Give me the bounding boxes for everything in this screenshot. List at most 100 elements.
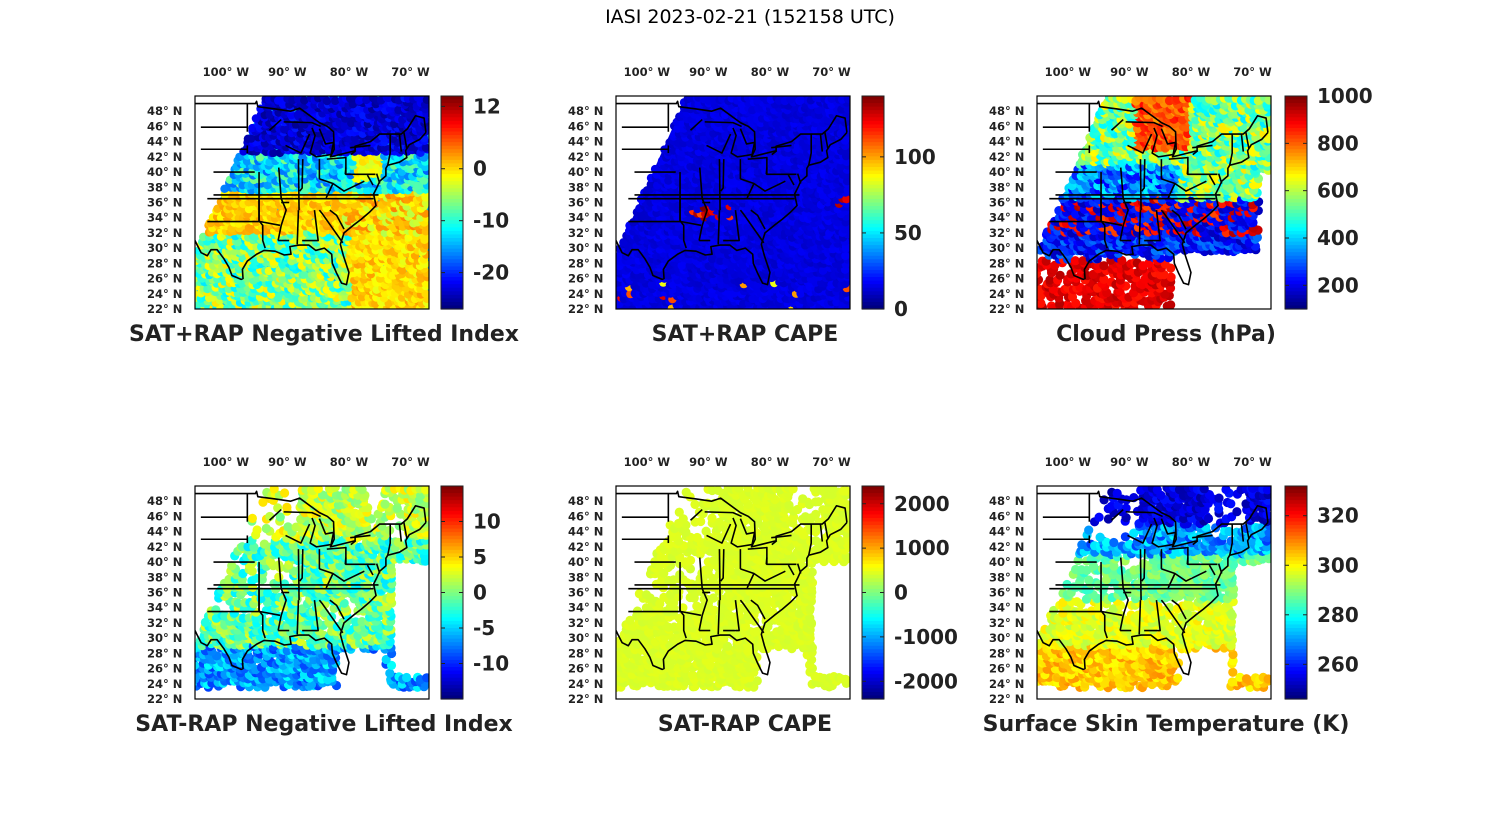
lat-tick-label: 40° N (147, 165, 182, 179)
lat-tick-label: 46° N (147, 119, 182, 133)
lat-tick-label: 26° N (568, 272, 603, 286)
lat-tick-label: 44° N (147, 135, 182, 149)
lat-tick-label: 48° N (568, 494, 603, 508)
lat-tick-label: 34° N (147, 601, 182, 615)
lat-tick-label: 28° N (989, 646, 1024, 660)
lat-tick-label: 44° N (568, 525, 603, 539)
lon-tick-label: 70° W (391, 455, 430, 469)
map-panel-sat-minus-rap-neg-lifted-index: 100° W 90° W 80° W 70° W 22° N24° N26° N 28° … (135, 455, 512, 737)
colorbar-tick-label: 0 (894, 581, 908, 605)
map-panel-sat-rap-neg-lifted-index: 100° W 90° W 80° W 70° W 22° N24° N26° N 28° … (129, 65, 519, 347)
lat-tick-label: 26° N (568, 662, 603, 676)
lat-tick-label: 36° N (568, 196, 603, 210)
lat-tick-label: 48° N (989, 104, 1024, 118)
lon-tick-label: 100° W (1045, 455, 1092, 469)
lat-tick-label: 24° N (147, 287, 182, 301)
lat-tick-label: 36° N (147, 586, 182, 600)
lat-tick-label: 48° N (147, 104, 182, 118)
lat-tick-label: 38° N (568, 570, 603, 584)
state-borders (1037, 490, 1269, 676)
lat-tick-label: 32° N (147, 616, 182, 630)
colorbar: 2000 1000 0 -1000 -2000 (861, 485, 958, 700)
lat-tick-label: 26° N (147, 662, 182, 676)
lat-tick-label: 22° N (989, 302, 1024, 316)
lon-tick-label: 90° W (689, 65, 728, 79)
lat-tick-label: 30° N (568, 631, 603, 645)
lat-tick-label: 48° N (989, 494, 1024, 508)
lat-tick-label: 34° N (568, 601, 603, 615)
colorbar-tick-label: 1000 (1317, 84, 1373, 108)
lat-tick-label: 42° N (147, 540, 182, 554)
lat-tick-label: 36° N (989, 196, 1024, 210)
lat-tick-label: 26° N (989, 272, 1024, 286)
colorbar-tick-label: 5 (473, 545, 487, 569)
lat-tick-label: 36° N (147, 196, 182, 210)
lat-tick-label: 28° N (568, 646, 603, 660)
lat-tick-label: 40° N (568, 165, 603, 179)
lat-tick-label: 42° N (989, 540, 1024, 554)
map-panel-sat-minus-rap-cape: 100° W 90° W 80° W 70° W 22° N24° N26° N 28° … (568, 455, 958, 737)
lat-tick-label: 32° N (989, 226, 1024, 240)
lat-tick-label: 46° N (989, 119, 1024, 133)
lat-tick-label: 46° N (989, 509, 1024, 523)
colorbar-tick-label: 800 (1317, 131, 1359, 155)
lat-tick-label: 38° N (989, 180, 1024, 194)
lat-tick-label: 38° N (147, 570, 182, 584)
lat-tick-label: 42° N (568, 150, 603, 164)
lat-tick-label: 22° N (568, 692, 603, 706)
colorbar-tick-label: -20 (473, 261, 509, 285)
panel-title: SAT+RAP CAPE (652, 322, 839, 347)
lat-tick-label: 32° N (147, 226, 182, 240)
lat-tick-label: 48° N (568, 104, 603, 118)
lat-tick-label: 44° N (568, 135, 603, 149)
lat-tick-label: 28° N (568, 256, 603, 270)
lat-tick-label: 28° N (147, 646, 182, 660)
lon-tick-label: 100° W (1045, 65, 1092, 79)
colorbar-tick-label: 200 (1317, 273, 1359, 297)
lat-tick-label: 40° N (989, 555, 1024, 569)
lat-tick-label: 34° N (989, 211, 1024, 225)
lat-tick-label: 30° N (989, 631, 1024, 645)
colorbar-tick-label: 50 (894, 221, 922, 245)
lat-tick-label: 46° N (568, 509, 603, 523)
lat-tick-label: 44° N (989, 135, 1024, 149)
lon-tick-label: 80° W (751, 455, 790, 469)
colorbar-tick-label: 400 (1317, 226, 1359, 250)
lat-tick-label: 22° N (568, 302, 603, 316)
map-panel-sat-rap-cape: 100° W 90° W 80° W 70° W 22° N24° N26° N 28° … (568, 65, 936, 347)
colorbar-tick-label: -1000 (894, 625, 958, 649)
lat-tick-label: 38° N (989, 570, 1024, 584)
data-swath (195, 96, 429, 309)
lat-tick-label: 26° N (989, 662, 1024, 676)
map-frame (615, 485, 851, 700)
colorbar-tick-label: -5 (473, 616, 495, 640)
lon-tick-label: 100° W (624, 65, 671, 79)
lat-tick-label: 46° N (147, 509, 182, 523)
colorbar: 1000 800 600 400 200 (1284, 84, 1373, 310)
colorbar: 12 0 -10 -20 (440, 94, 509, 310)
lat-tick-label: 38° N (147, 180, 182, 194)
lat-tick-label: 42° N (147, 150, 182, 164)
state-borders (195, 490, 427, 676)
lon-tick-label: 70° W (812, 455, 851, 469)
lat-tick-label: 30° N (147, 631, 182, 645)
panel-title: SAT+RAP Negative Lifted Index (129, 322, 519, 347)
state-borders (616, 100, 848, 286)
lon-tick-label: 90° W (1110, 65, 1149, 79)
lat-tick-label: 44° N (989, 525, 1024, 539)
lat-tick-label: 24° N (568, 677, 603, 691)
colorbar-tick-label: 300 (1317, 553, 1359, 577)
lat-tick-label: 44° N (147, 525, 182, 539)
map-frame (1036, 95, 1272, 310)
lat-tick-label: 22° N (989, 692, 1024, 706)
panel-title: SAT-RAP Negative Lifted Index (135, 712, 512, 737)
map-frame (1036, 485, 1272, 700)
lon-tick-label: 80° W (1172, 65, 1211, 79)
panel-title: SAT-RAP CAPE (658, 712, 832, 737)
lat-tick-label: 24° N (147, 677, 182, 691)
colorbar-tick-label: 0 (473, 581, 487, 605)
lat-tick-label: 24° N (568, 287, 603, 301)
lat-tick-label: 30° N (147, 241, 182, 255)
lat-tick-label: 32° N (568, 616, 603, 630)
